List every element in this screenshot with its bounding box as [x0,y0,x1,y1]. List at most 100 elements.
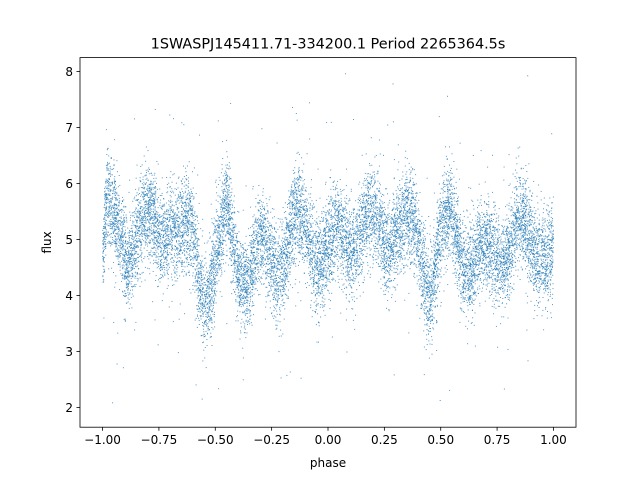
data-point [378,224,379,226]
data-point [176,197,178,199]
data-point [509,273,511,275]
data-point [487,261,489,263]
data-point [146,200,148,202]
data-point [373,217,375,219]
data-point [247,286,249,288]
data-point [240,289,242,291]
data-point [486,247,488,249]
data-point [271,267,273,269]
data-point [452,217,454,219]
data-point [395,220,397,222]
data-point [533,223,535,225]
data-point [530,215,532,217]
data-point [269,222,271,224]
data-point [114,207,116,209]
data-point [139,219,141,221]
data-point [509,230,511,232]
data-point [435,265,436,267]
data-point [516,242,518,244]
data-point [430,300,432,302]
data-point [292,250,293,252]
data-point [379,219,381,221]
data-point [272,240,274,242]
data-point [495,228,497,230]
data-point [544,253,546,255]
data-point [137,204,139,206]
data-point [546,256,548,258]
data-point [422,275,424,277]
data-point [135,195,137,197]
data-point [135,259,137,261]
data-point [281,218,283,220]
data-point [404,157,406,159]
data-point [457,214,459,215]
data-point [118,245,120,247]
data-point [304,252,306,253]
data-point [140,250,142,252]
data-point [341,227,343,229]
data-point [181,234,183,236]
data-point [526,229,528,231]
data-point [331,229,333,230]
data-point [416,283,418,285]
data-point [334,261,336,263]
data-point [188,223,190,225]
data-point [128,282,130,284]
data-point [242,253,244,255]
data-point [290,233,292,235]
data-point [447,179,449,181]
data-point [489,231,491,232]
data-point [356,289,358,291]
data-point [386,239,388,241]
data-point [420,279,422,281]
data-point [177,247,179,249]
data-point [457,249,459,251]
data-point [315,263,317,265]
data-point [423,251,425,253]
data-point [266,286,268,288]
data-point [359,233,361,235]
data-point [328,214,330,216]
data-point [515,230,517,232]
data-point [363,206,365,208]
data-point [157,242,159,243]
data-point [213,291,215,293]
data-point [238,269,240,271]
data-point [105,212,107,214]
data-point [340,263,342,265]
data-point [127,242,129,244]
data-point [126,253,127,254]
data-point [474,277,476,279]
data-point [254,230,256,232]
data-point [285,246,287,247]
data-point [528,202,530,204]
data-point [237,233,238,234]
data-point [395,218,397,220]
data-point [124,226,126,228]
data-point [229,205,231,207]
data-point [371,228,373,230]
data-point [430,270,432,272]
data-point [415,265,417,267]
data-point [468,320,470,322]
data-point [145,219,147,221]
data-point [185,220,187,222]
data-point [523,256,525,258]
data-point [404,185,406,186]
data-point [259,263,261,265]
data-point [299,216,301,218]
data-point [467,233,469,235]
data-point [114,215,116,216]
data-point [479,240,481,242]
data-point [266,271,267,273]
data-point [441,237,443,239]
data-point [169,186,171,188]
data-point [246,265,248,267]
data-point [186,235,188,236]
data-point [438,183,440,185]
data-point [198,295,200,296]
data-point [490,241,492,243]
data-point [453,215,455,217]
data-point [431,278,433,280]
data-point [341,269,343,271]
